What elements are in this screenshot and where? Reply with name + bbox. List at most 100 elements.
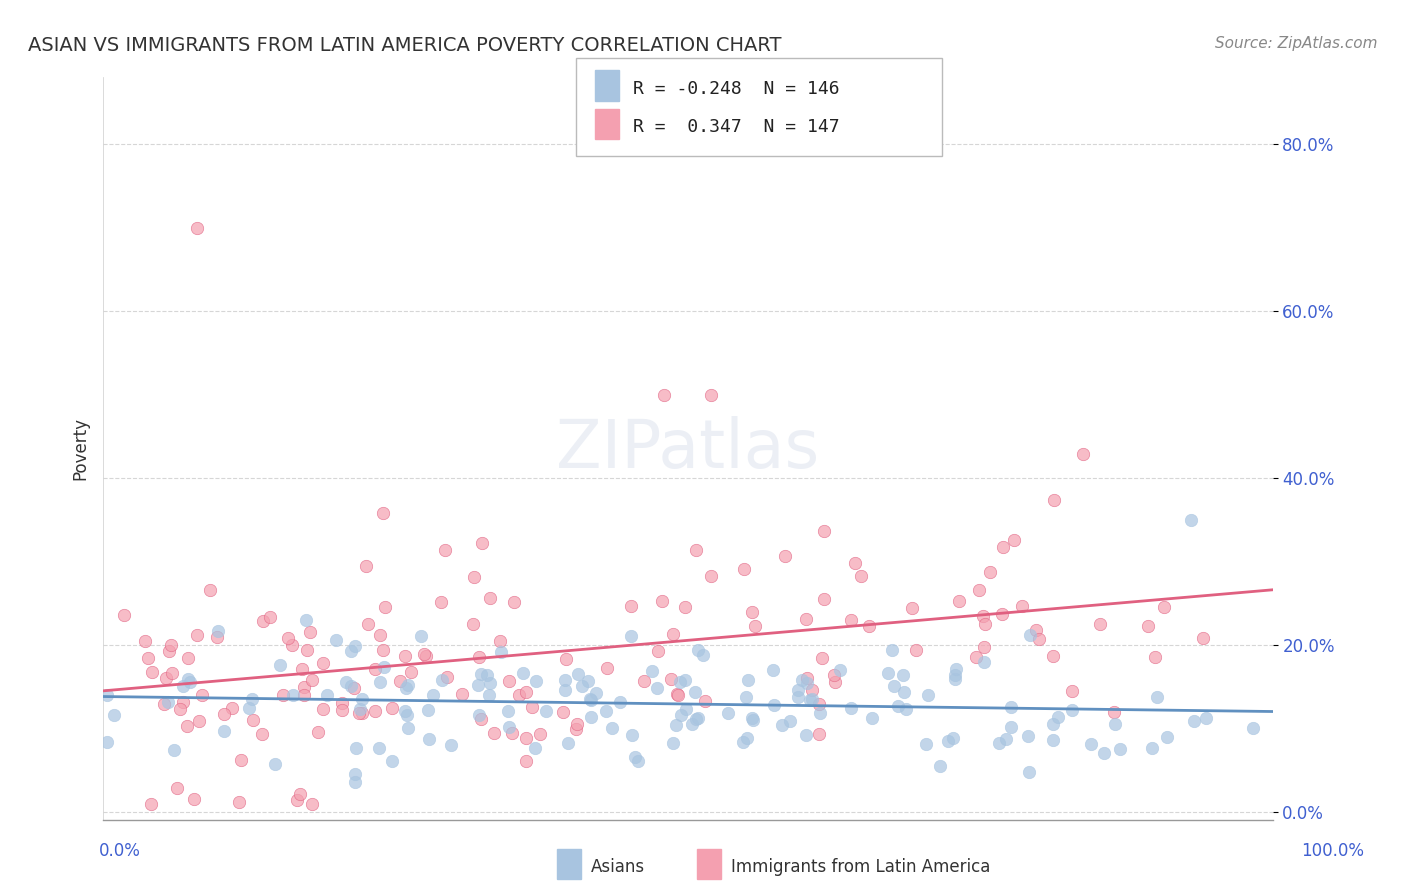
Point [1108,742,1130,756]
Point [823,668,845,682]
Point [929,758,952,772]
Point [808,706,831,721]
Point [498,705,520,719]
Point [675,702,697,716]
Point [179,674,201,689]
Point [412,647,434,661]
Point [717,706,740,720]
Point [787,690,810,704]
Point [692,648,714,663]
Point [876,665,898,680]
Point [183,792,205,806]
Point [973,640,995,654]
Point [395,681,418,695]
Point [811,650,834,665]
Point [800,691,823,706]
Point [904,643,927,657]
Point [373,660,395,674]
Point [796,676,818,690]
Point [1025,623,1047,637]
Point [396,721,419,735]
Point [554,673,576,687]
Point [1153,600,1175,615]
Point [965,649,987,664]
Point [551,705,574,719]
Point [478,688,501,702]
Point [808,727,831,741]
Point [136,651,159,665]
Point [515,684,537,698]
Point [96,735,118,749]
Point [430,595,453,609]
Point [941,731,963,745]
Point [231,753,253,767]
Point [471,536,494,550]
Point [1146,690,1168,705]
Y-axis label: Poverty: Poverty [72,417,89,480]
Point [1104,705,1126,719]
Point [1080,737,1102,751]
Point [669,674,692,689]
Point [153,697,176,711]
Point [686,643,709,657]
Point [1104,716,1126,731]
Point [371,506,394,520]
Point [288,787,311,801]
Point [973,655,995,669]
Point [198,583,221,598]
Point [799,693,821,707]
Point [554,682,576,697]
Point [291,662,314,676]
Point [283,688,305,702]
Point [330,696,353,710]
Point [264,756,287,771]
Point [651,594,673,608]
Point [343,639,366,653]
Point [422,688,444,702]
Point [700,387,723,401]
Point [770,718,793,732]
Point [735,731,758,746]
Point [673,673,696,687]
Point [974,617,997,632]
Point [972,608,994,623]
Point [271,688,294,702]
Point [1042,649,1064,664]
Point [191,689,214,703]
Point [470,713,492,727]
Point [280,638,302,652]
Point [343,774,366,789]
Point [301,797,323,811]
Point [737,673,759,687]
Point [350,706,373,720]
Point [475,668,498,682]
Point [839,613,862,627]
Point [340,679,363,693]
Point [565,722,588,736]
Point [440,738,463,752]
Point [330,703,353,717]
Point [880,642,903,657]
Point [665,718,688,732]
Point [212,723,235,738]
Point [354,558,377,573]
Point [312,702,335,716]
Point [557,735,579,749]
Point [242,714,264,728]
Point [936,734,959,748]
Point [801,682,824,697]
Point [979,565,1001,579]
Point [463,570,485,584]
Point [1062,703,1084,717]
Point [415,649,437,664]
Point [1028,632,1050,647]
Point [565,717,588,731]
Point [893,685,915,699]
Point [340,643,363,657]
Point [762,664,785,678]
Text: 0.0%: 0.0% [98,842,141,860]
Point [349,702,371,716]
Point [741,713,763,727]
Point [292,689,315,703]
Point [596,661,619,675]
